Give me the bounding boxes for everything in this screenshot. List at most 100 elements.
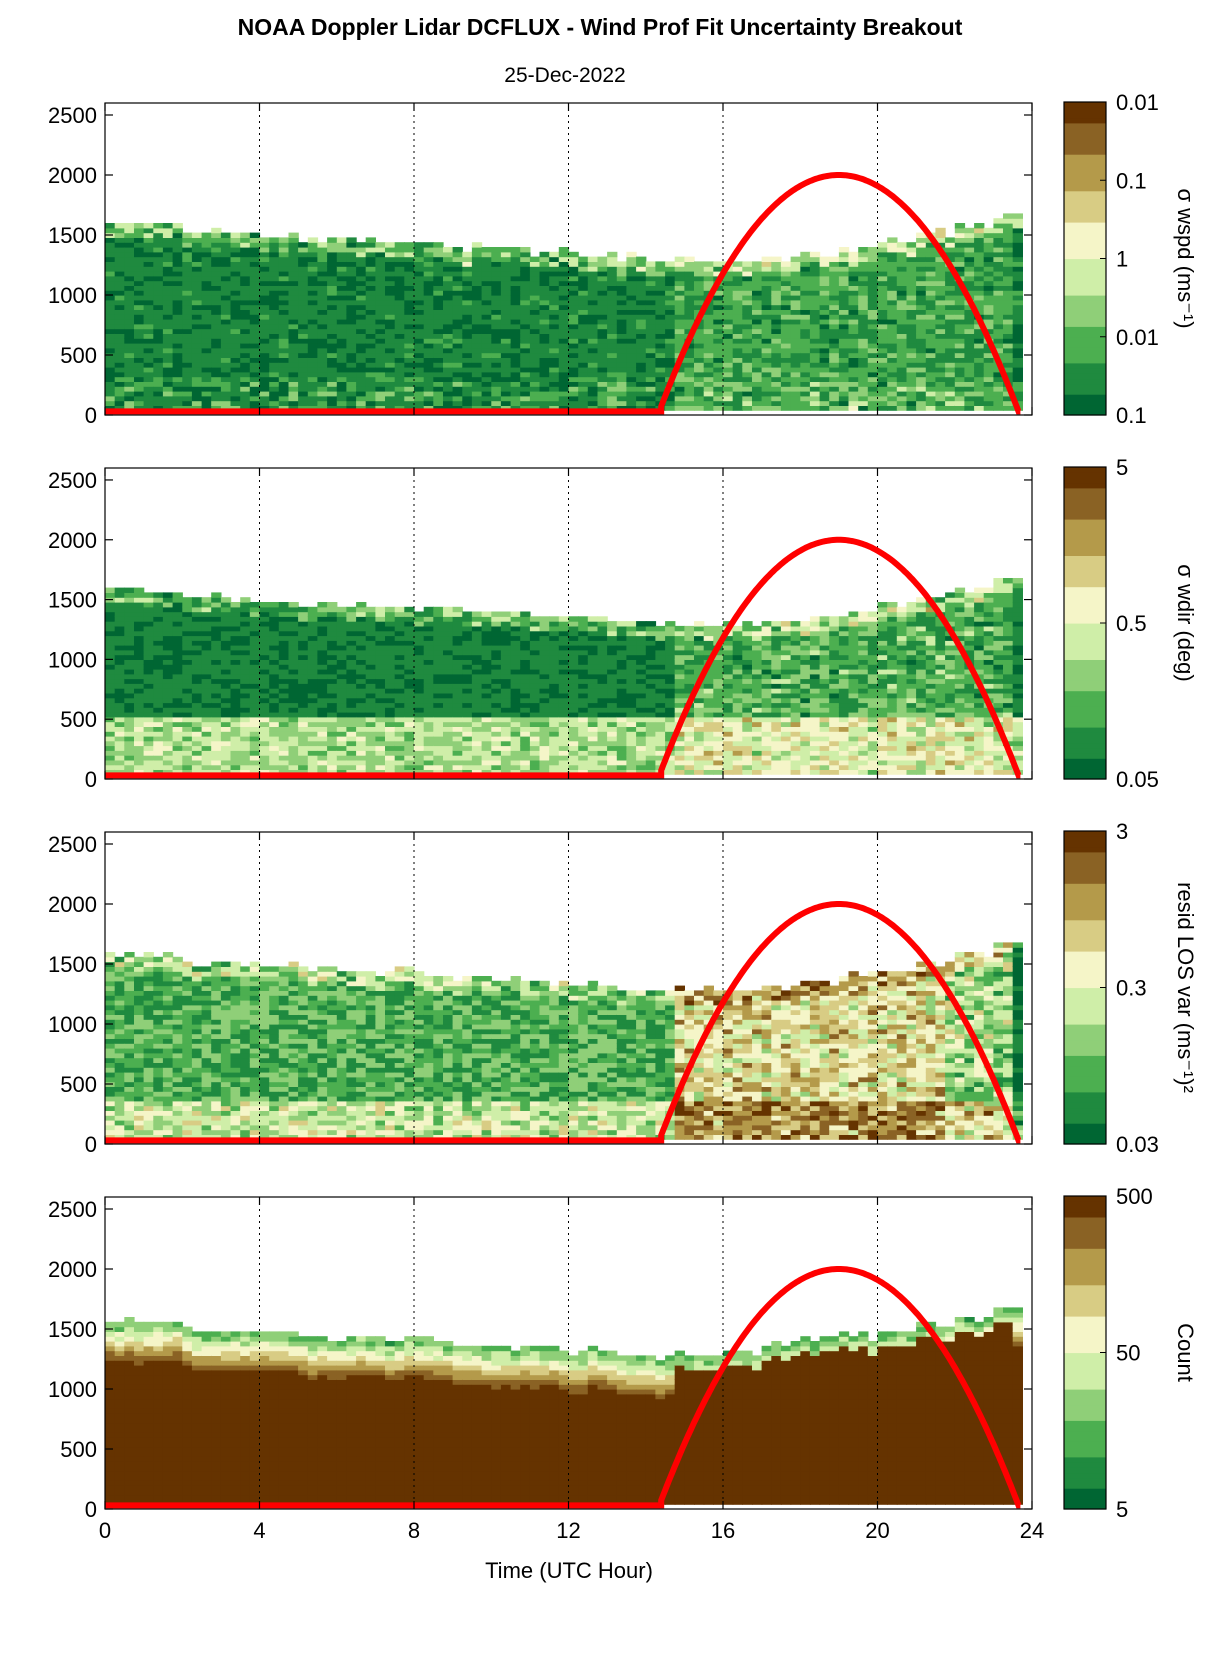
heatmap-cell bbox=[249, 266, 261, 272]
heatmap-cell bbox=[471, 649, 483, 656]
heatmap-cell bbox=[298, 712, 309, 718]
heatmap-cell bbox=[780, 295, 792, 301]
heatmap-cell bbox=[240, 256, 251, 262]
heatmap-cell bbox=[269, 347, 280, 354]
heatmap-cell bbox=[124, 712, 135, 718]
heatmap-cell bbox=[249, 400, 261, 406]
heatmap-cell bbox=[694, 299, 705, 306]
heatmap-cell bbox=[143, 616, 154, 622]
heatmap-cell bbox=[974, 371, 985, 378]
heatmap-cell bbox=[462, 371, 473, 378]
heatmap-cell bbox=[365, 654, 376, 660]
heatmap-cell bbox=[587, 285, 599, 291]
heatmap-cell bbox=[945, 295, 956, 301]
heatmap-cell bbox=[616, 319, 628, 325]
heatmap-cell bbox=[220, 745, 232, 751]
heatmap-cell bbox=[848, 328, 859, 334]
heatmap-cell bbox=[945, 400, 956, 406]
heatmap-cell bbox=[848, 400, 859, 406]
heatmap-cell bbox=[636, 400, 647, 406]
heatmap-cell bbox=[433, 299, 444, 306]
heatmap-cell bbox=[346, 659, 357, 665]
heatmap-cell bbox=[616, 290, 628, 296]
heatmap-cell bbox=[462, 347, 473, 354]
heatmap-cell bbox=[153, 592, 164, 598]
heatmap-cell bbox=[182, 400, 193, 406]
heatmap-cell bbox=[1012, 333, 1023, 339]
heatmap-cell bbox=[269, 367, 280, 373]
heatmap-cell bbox=[365, 271, 376, 277]
heatmap-cell bbox=[935, 232, 946, 238]
heatmap-cell bbox=[877, 367, 888, 373]
heatmap-cell bbox=[568, 371, 579, 378]
heatmap-cell bbox=[375, 649, 386, 656]
heatmap-cell bbox=[124, 611, 135, 617]
heatmap-cell bbox=[790, 405, 801, 411]
heatmap-cell bbox=[153, 654, 164, 660]
heatmap-cell bbox=[336, 697, 348, 704]
heatmap-cell bbox=[500, 764, 512, 770]
heatmap-cell bbox=[887, 343, 898, 349]
heatmap-cell bbox=[780, 381, 792, 387]
heatmap-cell bbox=[259, 726, 270, 732]
heatmap-cell bbox=[578, 261, 589, 267]
heatmap-cell bbox=[317, 271, 328, 277]
heatmap-cell bbox=[356, 266, 367, 272]
heatmap-cell bbox=[1012, 280, 1023, 286]
heatmap-cell bbox=[481, 625, 492, 632]
heatmap-cell bbox=[356, 261, 367, 267]
heatmap-cell bbox=[510, 726, 521, 732]
heatmap-cell bbox=[819, 400, 830, 406]
heatmap-cell bbox=[105, 664, 116, 670]
heatmap-cell bbox=[356, 386, 367, 392]
heatmap-cell bbox=[597, 381, 608, 387]
heatmap-cell bbox=[848, 309, 859, 315]
heatmap-cell bbox=[162, 611, 174, 617]
heatmap-cell bbox=[848, 376, 859, 382]
heatmap-cell bbox=[269, 625, 280, 632]
colorbar-swatch bbox=[1064, 242, 1106, 249]
heatmap-cell bbox=[211, 678, 222, 684]
heatmap-cell bbox=[752, 295, 763, 301]
heatmap-cell bbox=[385, 731, 396, 737]
heatmap-cell bbox=[500, 702, 512, 708]
heatmap-cell bbox=[230, 621, 241, 627]
heatmap-cell bbox=[578, 386, 589, 392]
heatmap-cell bbox=[182, 242, 193, 248]
heatmap-cell bbox=[906, 275, 917, 282]
heatmap-cell bbox=[327, 721, 338, 727]
heatmap-cell bbox=[906, 352, 917, 358]
heatmap-cell bbox=[607, 304, 618, 310]
heatmap-cell bbox=[481, 285, 492, 291]
heatmap-cell bbox=[201, 266, 212, 272]
heatmap-cell bbox=[288, 745, 299, 751]
heatmap-cell bbox=[423, 731, 434, 737]
heatmap-cell bbox=[182, 386, 193, 392]
heatmap-cell bbox=[549, 395, 560, 402]
heatmap-cell bbox=[191, 726, 203, 732]
heatmap-cell bbox=[327, 347, 338, 354]
colorbar-swatch bbox=[1064, 143, 1106, 150]
heatmap-cell bbox=[568, 352, 579, 358]
heatmap-cell bbox=[394, 611, 405, 617]
heatmap-cell bbox=[558, 299, 570, 306]
heatmap-cell bbox=[298, 735, 309, 742]
heatmap-cell bbox=[500, 755, 512, 761]
heatmap-cell bbox=[385, 649, 396, 656]
heatmap-cell bbox=[665, 367, 676, 373]
heatmap-cell bbox=[471, 702, 483, 708]
heatmap-cell bbox=[935, 295, 946, 301]
heatmap-cell bbox=[568, 357, 579, 363]
heatmap-cell bbox=[993, 285, 1004, 291]
heatmap-cell bbox=[433, 740, 444, 747]
heatmap-cell bbox=[491, 323, 502, 330]
heatmap-cell bbox=[443, 319, 454, 325]
heatmap-cell bbox=[375, 606, 386, 613]
heatmap-cell bbox=[385, 333, 396, 339]
heatmap-cell bbox=[684, 275, 695, 282]
colorbar-swatch bbox=[1064, 336, 1106, 343]
heatmap-cell bbox=[906, 323, 917, 330]
heatmap-cell bbox=[211, 669, 222, 675]
heatmap-cell bbox=[278, 755, 290, 761]
heatmap-cell bbox=[819, 304, 830, 310]
